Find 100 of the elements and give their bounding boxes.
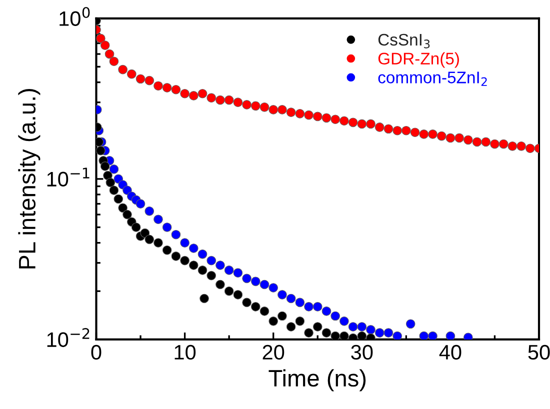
point — [278, 290, 287, 300]
point — [96, 34, 106, 44]
point — [136, 74, 146, 84]
point — [260, 306, 270, 316]
point — [330, 331, 340, 340]
point — [198, 88, 208, 98]
point — [406, 319, 416, 329]
point — [154, 238, 163, 248]
point — [330, 311, 340, 321]
point — [286, 294, 296, 304]
point — [446, 331, 456, 340]
y-axis-title: PL intensity (a.u.) — [18, 88, 40, 268]
point — [357, 322, 367, 332]
point — [216, 260, 225, 270]
point — [384, 328, 394, 338]
legend-label: common-5ZnI$_{2}$ — [378, 72, 487, 86]
point — [525, 144, 535, 154]
point — [322, 328, 332, 338]
point — [171, 252, 181, 261]
point — [100, 162, 110, 171]
point — [122, 210, 132, 220]
point — [188, 91, 198, 100]
point — [340, 316, 349, 326]
point — [402, 126, 411, 136]
point — [114, 194, 124, 204]
point — [454, 133, 464, 143]
point — [250, 302, 260, 312]
point — [206, 93, 216, 103]
point — [154, 81, 163, 91]
point — [162, 222, 172, 232]
point — [357, 119, 367, 129]
point — [242, 274, 252, 284]
point — [278, 105, 287, 114]
point — [224, 95, 234, 105]
point — [104, 49, 114, 59]
point — [242, 100, 252, 110]
point — [428, 130, 438, 139]
point — [180, 88, 190, 98]
point — [233, 268, 243, 278]
point — [109, 56, 119, 66]
point — [436, 131, 446, 141]
x-tick-label: 20 — [262, 344, 284, 360]
point — [348, 322, 358, 332]
point — [106, 178, 116, 188]
point — [144, 76, 154, 86]
point — [304, 328, 314, 338]
point — [322, 306, 332, 316]
point — [463, 135, 473, 145]
point — [508, 141, 518, 151]
point — [131, 222, 141, 232]
point — [330, 114, 340, 124]
point — [118, 64, 128, 74]
point — [140, 228, 150, 238]
point — [268, 283, 278, 292]
point — [392, 331, 402, 340]
point — [198, 249, 208, 259]
x-tick-label: 0 — [91, 344, 102, 360]
point — [162, 245, 172, 255]
point — [188, 244, 198, 253]
point — [312, 322, 322, 332]
point — [312, 302, 322, 312]
point — [312, 112, 322, 122]
point — [304, 110, 314, 120]
point — [144, 206, 154, 216]
y-tick-label: 10$^{0}$ — [60, 6, 90, 26]
point — [340, 116, 349, 126]
point — [242, 298, 252, 308]
point — [295, 109, 305, 118]
point — [96, 146, 106, 156]
point — [472, 137, 482, 147]
point — [366, 119, 376, 129]
point — [224, 266, 234, 275]
point — [171, 84, 181, 94]
point — [118, 203, 128, 213]
point — [250, 276, 260, 286]
point — [481, 137, 491, 147]
point — [392, 126, 402, 136]
point — [216, 280, 225, 290]
point — [366, 325, 376, 334]
point — [268, 105, 278, 114]
point — [384, 124, 394, 134]
point — [216, 95, 225, 105]
point — [286, 322, 296, 332]
point — [200, 294, 209, 304]
point — [295, 298, 305, 308]
point — [154, 214, 163, 224]
point — [295, 316, 305, 326]
point — [109, 186, 119, 195]
point — [180, 238, 190, 248]
legend-label: CsSnI$_{3}$ — [378, 34, 430, 48]
legend-label: GDR-Zn(5) — [378, 52, 459, 68]
x-tick-label: 30 — [351, 344, 373, 360]
point — [100, 40, 110, 50]
point — [498, 139, 508, 149]
point — [374, 328, 384, 338]
point — [206, 256, 216, 266]
point — [198, 266, 208, 275]
point — [428, 331, 438, 340]
point — [224, 286, 234, 296]
point — [516, 141, 526, 151]
